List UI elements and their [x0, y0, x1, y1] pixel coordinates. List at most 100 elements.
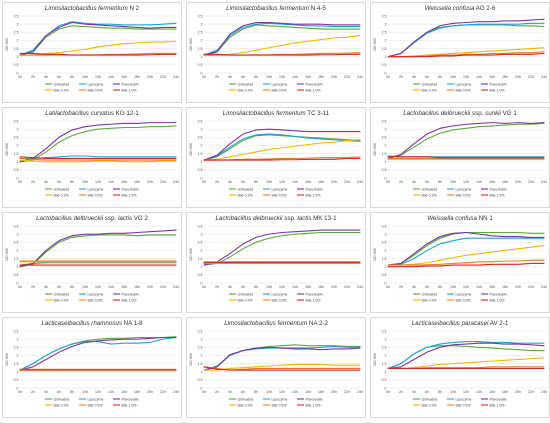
- x-tick-label: 22h: [528, 180, 534, 184]
- chart-title-part: Limosilactobacillus fermentum: [222, 110, 306, 117]
- chart-title-part: AG 2-6: [474, 5, 496, 12]
- legend-label: Lysozyme: [88, 292, 104, 296]
- chart-title-part: Lactobacillus delbrueckii: [36, 215, 104, 222]
- x-tick-label: 10h: [82, 285, 88, 289]
- legend-label: Pancreatin: [122, 82, 139, 86]
- x-tick-label: 24h: [357, 285, 363, 289]
- y-axis-label: OD 600: [5, 38, 9, 50]
- x-tick-label: 24h: [357, 390, 363, 394]
- y-tick-label: 2.5: [198, 136, 203, 140]
- legend-label: Untreated: [422, 292, 438, 296]
- y-tick-label: 2: [201, 354, 203, 358]
- y-tick-label: 1.5: [14, 257, 19, 261]
- x-tick-label: 16h: [305, 75, 311, 79]
- legend-label: Bile 1.0%: [306, 88, 322, 92]
- x-tick-label: 4h: [44, 75, 48, 79]
- x-tick-label: 16h: [489, 180, 495, 184]
- y-axis-label: OD 600: [189, 353, 193, 365]
- y-tick-label: 3: [385, 127, 387, 131]
- chart-title-part: ssp.: [470, 110, 486, 117]
- y-tick-label: 3.5: [382, 119, 387, 123]
- legend-label: Bile 1.0%: [122, 88, 138, 92]
- y-tick-label: 1.5: [198, 257, 203, 261]
- chart-title-part: NN 1: [476, 215, 493, 222]
- chart-title-part: Lactobacillus delbrueckii: [403, 110, 471, 117]
- y-tick-label: 1: [17, 265, 19, 269]
- x-tick-label: 24h: [541, 180, 547, 184]
- x-tick-label: 20h: [147, 75, 153, 79]
- x-tick-label: 22h: [344, 75, 350, 79]
- x-tick-label: 14h: [476, 285, 482, 289]
- y-tick-label: 3.5: [198, 224, 203, 228]
- series-line-bile-0-3: [387, 47, 545, 58]
- legend-label: Bile 1.0%: [490, 88, 506, 92]
- series-line-bile-1-0: [203, 53, 361, 56]
- line-chart: 0 0.5 1 1.5 2 2.5 3 3.5 0h 2h 4h 6h 8h 10h 12h 14h 16h 18…: [373, 329, 547, 407]
- y-tick-label: 1: [385, 160, 387, 164]
- y-tick-label: 0: [17, 386, 19, 390]
- series-line-pancreatin: [19, 229, 177, 268]
- y-tick-label: 1: [385, 55, 387, 59]
- x-tick-label: 2h: [399, 390, 403, 394]
- y-tick-label: 0: [385, 176, 387, 180]
- x-tick-label: 4h: [228, 180, 232, 184]
- legend-label: Bile 0.3%: [54, 298, 70, 302]
- x-tick-label: 8h: [70, 75, 74, 79]
- x-tick-label: 4h: [44, 180, 48, 184]
- x-tick-label: 10h: [450, 390, 456, 394]
- chart-title-part: Latilactobacillus curvatus: [45, 110, 115, 117]
- y-axis-label: OD 600: [373, 248, 377, 260]
- legend-label: Pancreatin: [490, 187, 507, 191]
- x-tick-label: 0h: [18, 390, 22, 394]
- chart-title-part: Limosilactobacillus fermentum: [44, 5, 128, 12]
- legend-label: Pancreatin: [306, 82, 323, 86]
- y-tick-label: 3: [17, 22, 19, 26]
- x-tick-label: 22h: [160, 180, 166, 184]
- chart-panel: 0 0.5 1 1.5 2 2.5 3 3.5 0h 2h 4h 6h 8h 10h 12h 14h 16h 18…: [186, 107, 366, 208]
- x-tick-label: 14h: [476, 75, 482, 79]
- x-tick-label: 12h: [279, 75, 285, 79]
- x-tick-label: 14h: [108, 180, 114, 184]
- chart-title-part: ssp.: [282, 215, 298, 222]
- y-tick-label: 0: [201, 176, 203, 180]
- series-line-pancreatin: [387, 231, 545, 266]
- x-tick-label: 22h: [344, 180, 350, 184]
- x-tick-label: 12h: [95, 285, 101, 289]
- x-tick-label: 10h: [266, 285, 272, 289]
- legend-label: Bile 1.0%: [306, 298, 322, 302]
- series-line-pancreatin: [19, 21, 177, 56]
- legend-label: Bile 0.3%: [238, 88, 254, 92]
- x-tick-label: 24h: [173, 75, 179, 79]
- x-tick-label: 12h: [463, 75, 469, 79]
- y-tick-label: 1.5: [382, 362, 387, 366]
- chart-title: Lactobacillus delbrueckii ssp. lactis VG…: [3, 215, 181, 222]
- x-tick-label: 0h: [202, 180, 206, 184]
- x-tick-label: 4h: [412, 75, 416, 79]
- y-tick-label: 3.5: [198, 329, 203, 333]
- series-line-bile-0-3: [387, 357, 545, 370]
- y-tick-label: 2: [17, 354, 19, 358]
- y-tick-label: 0: [17, 71, 19, 75]
- x-tick-label: 2h: [215, 390, 219, 394]
- legend-label: Bile 1.0%: [306, 193, 322, 197]
- legend-label: Lysozyme: [456, 292, 472, 296]
- y-tick-label: 1.5: [198, 362, 203, 366]
- y-axis-label: OD 600: [189, 143, 193, 155]
- chart-panel: 0 0.5 1 1.5 2 2.5 3 3.5 0h 2h 4h 6h 8h 10h 12h 14h 16h 18…: [2, 2, 182, 103]
- x-tick-label: 20h: [515, 75, 521, 79]
- x-tick-label: 24h: [173, 390, 179, 394]
- series-line-untreated: [387, 24, 545, 58]
- legend-label: Bile 0.5%: [272, 403, 288, 407]
- legend-label: Bile 1.0%: [122, 298, 138, 302]
- y-tick-label: 0: [201, 71, 203, 75]
- x-tick-label: 22h: [528, 390, 534, 394]
- x-tick-label: 12h: [279, 285, 285, 289]
- x-tick-label: 12h: [279, 180, 285, 184]
- x-tick-label: 24h: [173, 180, 179, 184]
- x-tick-label: 22h: [344, 390, 350, 394]
- x-tick-label: 10h: [82, 180, 88, 184]
- y-tick-label: 1: [201, 265, 203, 269]
- series-line-lysozyme: [387, 237, 545, 266]
- chart-title-part: VG 1: [500, 110, 517, 117]
- legend-label: Pancreatin: [122, 397, 139, 401]
